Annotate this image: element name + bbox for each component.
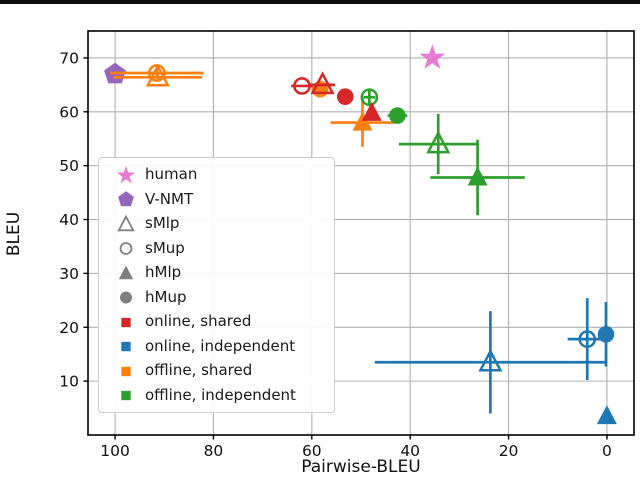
legend-label: V-NMT <box>145 189 194 208</box>
legend-square-glyph <box>121 390 131 401</box>
legend-triangle-glyph <box>117 214 135 232</box>
point-offline-independent-hMlp-marker <box>467 166 488 186</box>
legend-label: sMup <box>145 238 185 257</box>
square-icon <box>107 384 145 406</box>
y-axis-label: BLEU <box>4 211 24 257</box>
legend-circle-glyph <box>119 242 133 256</box>
legend-item-hMup: hMup <box>107 286 334 309</box>
legend-item-online-shared: online, shared <box>107 310 334 333</box>
point-online-shared-sMlp-marker <box>310 71 335 95</box>
legend-label: online, independent <box>145 336 296 355</box>
legend-label: offline, independent <box>145 385 296 404</box>
y-tick-label: 20 <box>59 319 79 337</box>
x-tick-label: 20 <box>499 442 519 460</box>
star-icon <box>107 164 145 186</box>
legend-label: human <box>145 165 198 184</box>
point-online-independent-sMup-marker <box>578 330 597 348</box>
point-online-independent-hMup-marker <box>597 325 615 343</box>
legend-label: offline, shared <box>145 361 253 380</box>
legend-item-hMlp: hMlp <box>107 261 334 284</box>
x-axis-label: Pairwise-BLEU <box>301 457 421 477</box>
point-online-shared-hMlp-marker <box>361 101 382 121</box>
legend-label: online, shared <box>145 312 252 331</box>
legend-pentagon-glyph <box>118 191 134 207</box>
triangle-icon <box>107 213 145 235</box>
point-online-independent-hMlp-marker <box>596 405 617 425</box>
point-offline-shared-sMlp-marker <box>145 63 170 87</box>
x-tick-label: 80 <box>204 442 224 460</box>
legend-item-offline-independent: offline, independent <box>107 384 334 407</box>
point-offline-independent-sMlp-marker <box>426 130 451 154</box>
legend-label: sMlp <box>145 214 180 233</box>
square-icon <box>107 360 145 382</box>
legend-item-sMlp: sMlp <box>107 212 334 235</box>
legend-label: hMlp <box>145 263 182 282</box>
x-tick-label: 40 <box>400 442 420 460</box>
figure-top-rule <box>0 0 640 4</box>
point-online-independent-sMlp-marker <box>478 348 503 372</box>
point-offline-shared-hMlp-marker <box>352 111 373 131</box>
legend-item-V-NMT: V-NMT <box>107 188 334 211</box>
legend-square-glyph <box>121 317 131 327</box>
y-tick-label: 50 <box>59 157 79 175</box>
y-tick-label: 60 <box>59 103 79 121</box>
x-tick-label: 0 <box>602 442 612 460</box>
point-offline-independent-hMup-marker <box>389 107 406 124</box>
circle-icon <box>107 286 145 308</box>
y-tick-label: 40 <box>59 211 79 229</box>
pentagon-icon <box>107 188 145 210</box>
square-icon <box>107 335 145 357</box>
point-online-shared-sMup-marker <box>293 77 311 95</box>
legend: human V-NMT sMlp sMup hMlp hMup online, shared… <box>98 157 335 413</box>
point-human-human-marker <box>419 44 446 69</box>
point-offline-independent-sMup-marker <box>360 88 379 107</box>
point-online-shared-hMup-marker <box>336 88 354 106</box>
legend-label: hMup <box>145 287 187 306</box>
y-tick-label: 30 <box>59 265 79 283</box>
square-icon <box>107 311 145 333</box>
legend-item-human: human <box>107 163 334 186</box>
plot-border <box>87 30 635 436</box>
circle-icon <box>107 237 145 259</box>
y-tick-label: 10 <box>59 373 79 391</box>
legend-item-offline-shared: offline, shared <box>107 359 334 382</box>
legend-square-glyph <box>121 366 131 376</box>
x-tick-label: 100 <box>100 442 130 460</box>
legend-item-online-independent: online, independent <box>107 335 334 358</box>
legend-item-sMup: sMup <box>107 237 334 260</box>
legend-star-glyph <box>116 165 136 184</box>
triangle-icon <box>107 262 145 284</box>
legend-circle-glyph <box>120 291 132 304</box>
legend-square-glyph <box>121 341 131 352</box>
legend-triangle-glyph <box>118 265 134 280</box>
y-tick-label: 70 <box>59 49 79 67</box>
x-tick-label: 60 <box>302 442 322 460</box>
